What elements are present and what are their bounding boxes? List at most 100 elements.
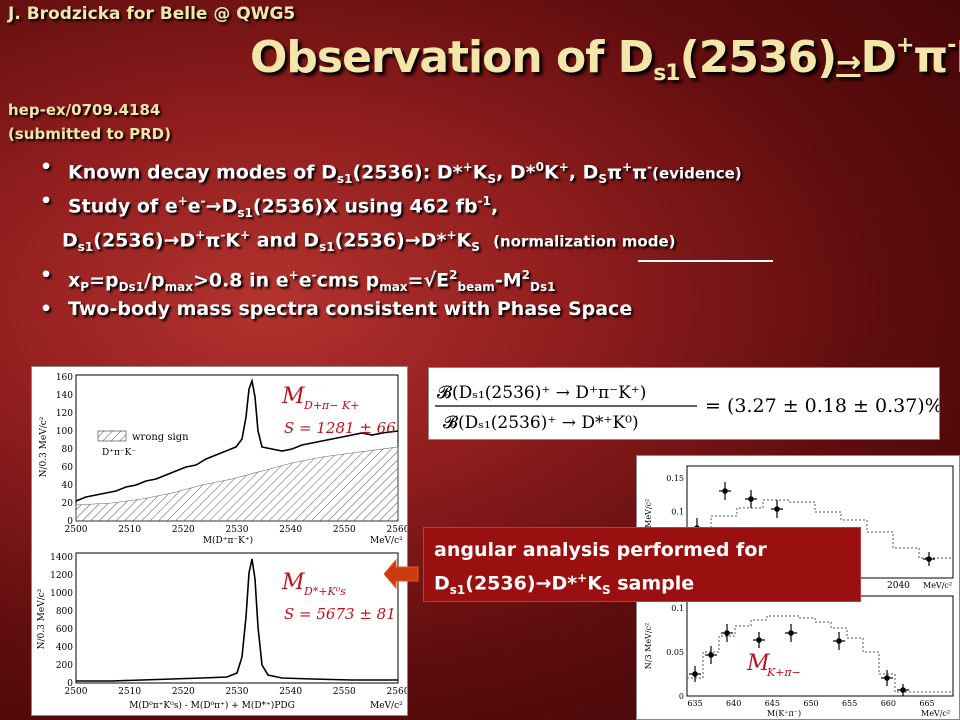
legend-wrong-sign: wrong sign — [132, 432, 189, 443]
x-tick-label: 640 — [726, 699, 741, 708]
right-bottom-x-unit: MeV/c² — [921, 709, 950, 718]
top-x-ticks: 2500 2510 2520 2530 2540 2550 2560 — [65, 525, 410, 535]
formula-svg: 𝓑(Dₛ₁(2536)⁺ → D⁺π⁻K⁺) 𝓑(Dₛ₁(2536)⁺ → D*… — [435, 383, 949, 433]
branching-ratio-formula: 𝓑(Dₛ₁(2536)⁺ → D⁺π⁻K⁺) 𝓑(Dₛ₁(2536)⁺ → D*… — [428, 367, 949, 440]
arxiv-reference[interactable]: hep-ex/0709.4184 — [8, 101, 161, 119]
x-tick-label: 2520 — [172, 525, 195, 535]
x-tick-label: 2550 — [333, 687, 356, 697]
callout-line-2: Ds1(2536)→D*+KS sample — [434, 571, 695, 598]
slide-title: Observation of Ds1(2536)→D+π-K+ — [250, 32, 960, 86]
y-tick-label: 40 — [62, 481, 74, 491]
y-tick-label: 80 — [62, 445, 74, 455]
x-tick-label: 645 — [765, 699, 780, 708]
right-bottom-mass-sub: K+π− — [766, 666, 801, 679]
x-tick-label: 2540 — [279, 525, 302, 535]
y-tick-label: 20 — [62, 499, 74, 509]
x-tick-label: 2560 — [387, 687, 407, 697]
mass-spectra-plot: 0 20 40 60 80 100 120 140 160 2500 2510 2520 2530 25… — [31, 366, 410, 716]
right-bottom-y-ticks: 0 0.05 0.1 — [666, 604, 684, 701]
y-tick-label: 0.05 — [666, 648, 684, 657]
bottom-x-ticks: 2500 2510 2520 2530 2540 2550 2560 — [65, 687, 410, 697]
reference-block: hep-ex/0709.4184 (submitted to PRD) — [8, 98, 171, 146]
bottom-y-ticks: 0 200 400 600 800 1000 1200 1400 — [50, 553, 73, 689]
bottom-mass-label: M — [281, 570, 305, 595]
right-bottom-x-label: M(K⁺π⁻) — [767, 709, 801, 718]
bottom-x-label: M(D⁰π⁺K⁰s) - M(D⁰π⁺) + M(D*⁺)PDG — [129, 700, 295, 711]
top-y-ticks: 0 20 40 60 80 100 120 140 160 — [56, 373, 73, 527]
top-y-label: N/0.3 MeV/c² — [39, 416, 49, 477]
y-tick-label: 1400 — [50, 553, 73, 563]
y-tick-label: 1200 — [50, 571, 73, 581]
y-tick-label: 100 — [56, 427, 73, 437]
top-mass-sub: D+π− K+ — [303, 399, 359, 412]
x-tick-label: 635 — [687, 699, 702, 708]
y-tick-label: 140 — [56, 391, 73, 401]
x-tick-label: 2550 — [333, 525, 356, 535]
x-tick-label: 660 — [881, 699, 896, 708]
x-tick-label: 2540 — [279, 687, 302, 697]
legend-swatch — [97, 430, 127, 442]
x-tick-label: 650 — [803, 699, 818, 708]
author-line: J. Brodzicka for Belle @ QWG5 — [8, 4, 296, 24]
y-tick-label: 60 — [62, 463, 74, 473]
bullet-dot: • — [40, 264, 53, 286]
bottom-y-label: N/0.3 MeV/c² — [37, 588, 47, 649]
y-tick-label: 0 — [67, 517, 73, 527]
bottom-panel-frame — [75, 552, 399, 684]
right-bottom-x-ticks: 635 640 645 650 655 660 665 — [687, 699, 934, 708]
x-tick-label: 2500 — [65, 687, 88, 697]
y-tick-label: 0 — [67, 679, 73, 689]
y-tick-label: 0 — [679, 692, 684, 701]
bottom-yield: S = 5673 ± 81 — [284, 605, 396, 623]
formula-numerator: 𝓑(Dₛ₁(2536)⁺ → D⁺π⁻K⁺) — [437, 383, 646, 403]
legend-wrong-sign-mode: D⁺π⁻K⁻ — [102, 448, 136, 458]
x-tick-label: 2530 — [226, 525, 249, 535]
callout-line-1: angular analysis performed for — [434, 539, 767, 561]
y-tick-label: 160 — [56, 373, 73, 383]
x-tick-label: 665 — [919, 699, 934, 708]
right-bottom-mass-label: M — [746, 651, 770, 676]
right-sign-histogram — [75, 378, 399, 502]
bottom-mass-sub: D*+K⁰s — [303, 585, 346, 598]
top-yield: S = 1281 ± 66 — [284, 419, 396, 437]
y-tick-label: 1000 — [50, 589, 73, 599]
y-tick-label: 0.1 — [671, 604, 684, 613]
y-tick-label: 400 — [56, 643, 73, 653]
bullet-dot: • — [40, 156, 53, 178]
bullet-list: • Known decay modes of Ds1(2536): D*+KS, … — [32, 154, 952, 330]
bullet-momentum-cut: • xP=pDs1/pmax>0.8 in e+e-cms pmax=√E2bea… — [32, 260, 952, 296]
submission-status: (submitted to PRD) — [8, 125, 171, 143]
y-tick-label: 0.1 — [671, 507, 684, 516]
right-bottom-frame — [686, 595, 954, 697]
bottom-histogram — [76, 558, 398, 682]
y-tick-label: 600 — [56, 625, 73, 635]
bullet-study-modes: Ds1(2536)→D+π-K+ and Ds1(2536)→D*+KS (no… — [62, 228, 676, 255]
y-tick-label: 800 — [56, 607, 73, 617]
x-tick-label: 2530 — [226, 687, 249, 697]
x-tick-label: 2520 — [172, 687, 195, 697]
bullet-dot: • — [40, 298, 53, 320]
y-tick-label: 200 — [56, 661, 73, 671]
right-top-y-label: N/3 MeV/c² — [644, 499, 653, 545]
x-tick-label: 2560 — [387, 525, 407, 535]
top-x-label: M(D⁺π⁻K⁺) — [203, 535, 253, 546]
bullet-study: • Study of e+e-→Ds1(2536)X using 462 fb-1… — [40, 190, 499, 221]
x-tick-label: 2510 — [118, 525, 141, 535]
y-tick-label: 120 — [56, 409, 73, 419]
top-x-unit: MeV/c² — [370, 536, 403, 546]
left-arrow-icon — [384, 558, 419, 590]
right-bottom-points — [689, 624, 909, 696]
right-top-x-unit: MeV/c² — [923, 581, 952, 590]
bullet-known-decays: • Known decay modes of Ds1(2536): D*+KS, … — [40, 156, 742, 187]
right-top-x-tick: 2040 — [887, 581, 910, 591]
wrong-sign-histogram — [75, 446, 399, 522]
bullet-dot: • — [40, 190, 53, 212]
y-tick-label: 0.15 — [666, 474, 684, 483]
x-tick-label: 2510 — [118, 687, 141, 697]
x-tick-label: 2500 — [65, 525, 88, 535]
top-mass-label: M — [281, 384, 305, 409]
bottom-x-unit: MeV/c² — [370, 701, 403, 711]
sqrt-overline — [638, 260, 773, 262]
bullet-phase-space: • Two-body mass spectra consistent with P… — [40, 298, 633, 320]
